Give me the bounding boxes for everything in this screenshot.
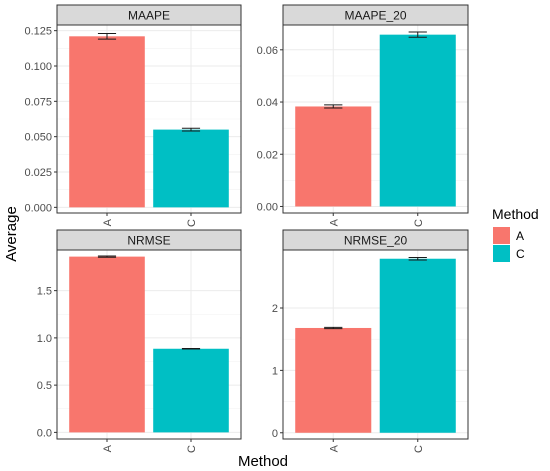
facet-panel-nrmse-20: NRMSE_20 0 1 2 A C xyxy=(272,229,469,453)
bar-a xyxy=(69,36,145,208)
y-tick-label: 0.125 xyxy=(24,26,52,38)
bar-c xyxy=(153,129,229,208)
x-tick-label: C xyxy=(413,445,425,453)
x-tick-label: C xyxy=(413,219,425,227)
error-bar-c xyxy=(408,256,427,261)
bar-c xyxy=(379,258,456,433)
error-bar-a xyxy=(324,326,343,330)
error-bar-c xyxy=(181,127,201,132)
panel-border xyxy=(56,249,242,440)
legend-key-a xyxy=(493,227,510,244)
y-tick-label: 0.5 xyxy=(37,380,52,392)
error-bar-c xyxy=(408,31,427,38)
legend: Method AC xyxy=(492,206,539,262)
facet-panel-maape: MAAPE 0.000 0.025 0.050 0.075 0.100 0.125 A C xyxy=(24,4,242,227)
y-tick-label: 0.06 xyxy=(257,45,278,57)
bar-a xyxy=(69,256,145,433)
x-tick-label: A xyxy=(328,218,340,226)
error-bar-a xyxy=(97,32,117,40)
x-tick-label: A xyxy=(102,444,114,452)
y-tick-label: 0.025 xyxy=(24,167,52,179)
y-axis-title: Average xyxy=(3,206,20,262)
legend-key-c xyxy=(493,245,510,262)
facet-strip-label: MAAPE xyxy=(128,9,170,23)
x-tick-label: A xyxy=(102,218,114,226)
panel-border xyxy=(282,24,469,214)
error-bar-a xyxy=(324,104,343,109)
error-bar-a xyxy=(97,255,117,258)
x-tick-label: C xyxy=(186,445,198,453)
bar-c xyxy=(153,348,229,433)
bar-c xyxy=(379,34,456,207)
x-axis-title: Method xyxy=(238,453,288,470)
y-tick-label: 0.050 xyxy=(24,132,52,144)
bar-a xyxy=(295,327,372,433)
y-tick-label: 0.075 xyxy=(24,96,52,108)
facet-panel-nrmse: NRMSE 0.0 0.5 1.0 1.5 A C xyxy=(37,229,242,453)
y-tick-label: 0.0 xyxy=(37,427,52,439)
y-tick-label: 2 xyxy=(272,303,278,315)
y-tick-label: 0.04 xyxy=(257,97,278,109)
facet-strip-label: NRMSE_20 xyxy=(344,234,408,248)
error-bar-c xyxy=(181,347,201,350)
x-tick-label: C xyxy=(186,219,198,227)
facet-strip-label: NRMSE xyxy=(127,234,170,248)
y-tick-label: 1.0 xyxy=(37,333,52,345)
panel-border xyxy=(56,24,242,214)
y-tick-label: 1.5 xyxy=(37,286,52,298)
y-tick-label: 1 xyxy=(272,365,278,377)
y-tick-label: 0.000 xyxy=(24,202,52,214)
x-tick-label: A xyxy=(328,444,340,452)
legend-label-c: C xyxy=(516,247,525,261)
legend-title: Method xyxy=(492,206,539,222)
bar-a xyxy=(295,106,372,207)
y-tick-label: 0 xyxy=(272,428,278,440)
y-tick-label: 0.02 xyxy=(257,149,278,161)
y-tick-label: 0.100 xyxy=(24,61,52,73)
legend-label-a: A xyxy=(516,229,524,243)
facet-strip-label: MAAPE_20 xyxy=(344,9,406,23)
facet-panel-maape-20: MAAPE_20 0.00 0.02 0.04 0.06 A C xyxy=(257,4,469,227)
panel-border xyxy=(282,249,469,440)
y-tick-label: 0.00 xyxy=(257,201,278,213)
